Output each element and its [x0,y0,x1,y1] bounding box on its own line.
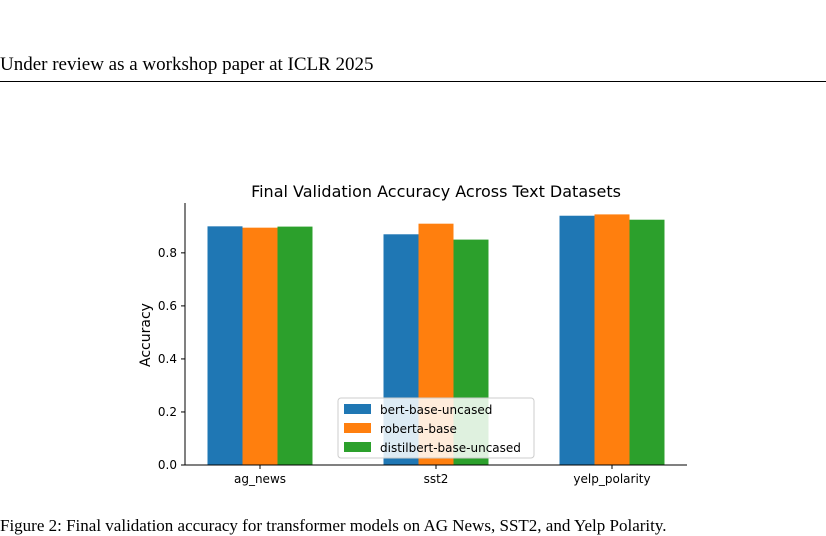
chart-title: Final Validation Accuracy Across Text Da… [251,182,621,201]
legend-swatch [344,423,371,433]
bar-ag_news-bert-base-uncased [207,226,243,465]
bar-ag_news-distilbert-base-uncased [277,226,313,465]
bar-chart: Final Validation Accuracy Across Text Da… [138,182,687,486]
legend-swatch [344,442,371,452]
bar-yelp_polarity-bert-base-uncased [559,215,595,465]
x-tick-label: sst2 [424,472,449,486]
y-tick-label: 0.0 [158,458,177,472]
legend-label: roberta-base [380,422,457,436]
y-tick-label: 0.8 [158,246,177,260]
header-rule [0,81,826,82]
bar-yelp_polarity-distilbert-base-uncased [629,219,665,465]
legend-swatch [344,404,371,414]
legend-label: bert-base-uncased [380,403,492,417]
x-tick-label: ag_news [234,472,286,486]
y-tick-label: 0.4 [158,352,177,366]
bar-yelp_polarity-roberta-base [594,214,630,465]
x-tick-label: yelp_polarity [573,472,650,486]
y-tick-label: 0.6 [158,299,177,313]
y-axis-label: Accuracy [138,303,154,367]
paper-header: Under review as a workshop paper at ICLR… [0,54,374,75]
figure-caption: Figure 2: Final validation accuracy for … [0,516,667,535]
bar-ag_news-roberta-base [242,227,278,465]
legend-label: distilbert-base-uncased [380,441,521,455]
legend-box [337,397,535,459]
y-tick-label: 0.2 [158,405,177,419]
